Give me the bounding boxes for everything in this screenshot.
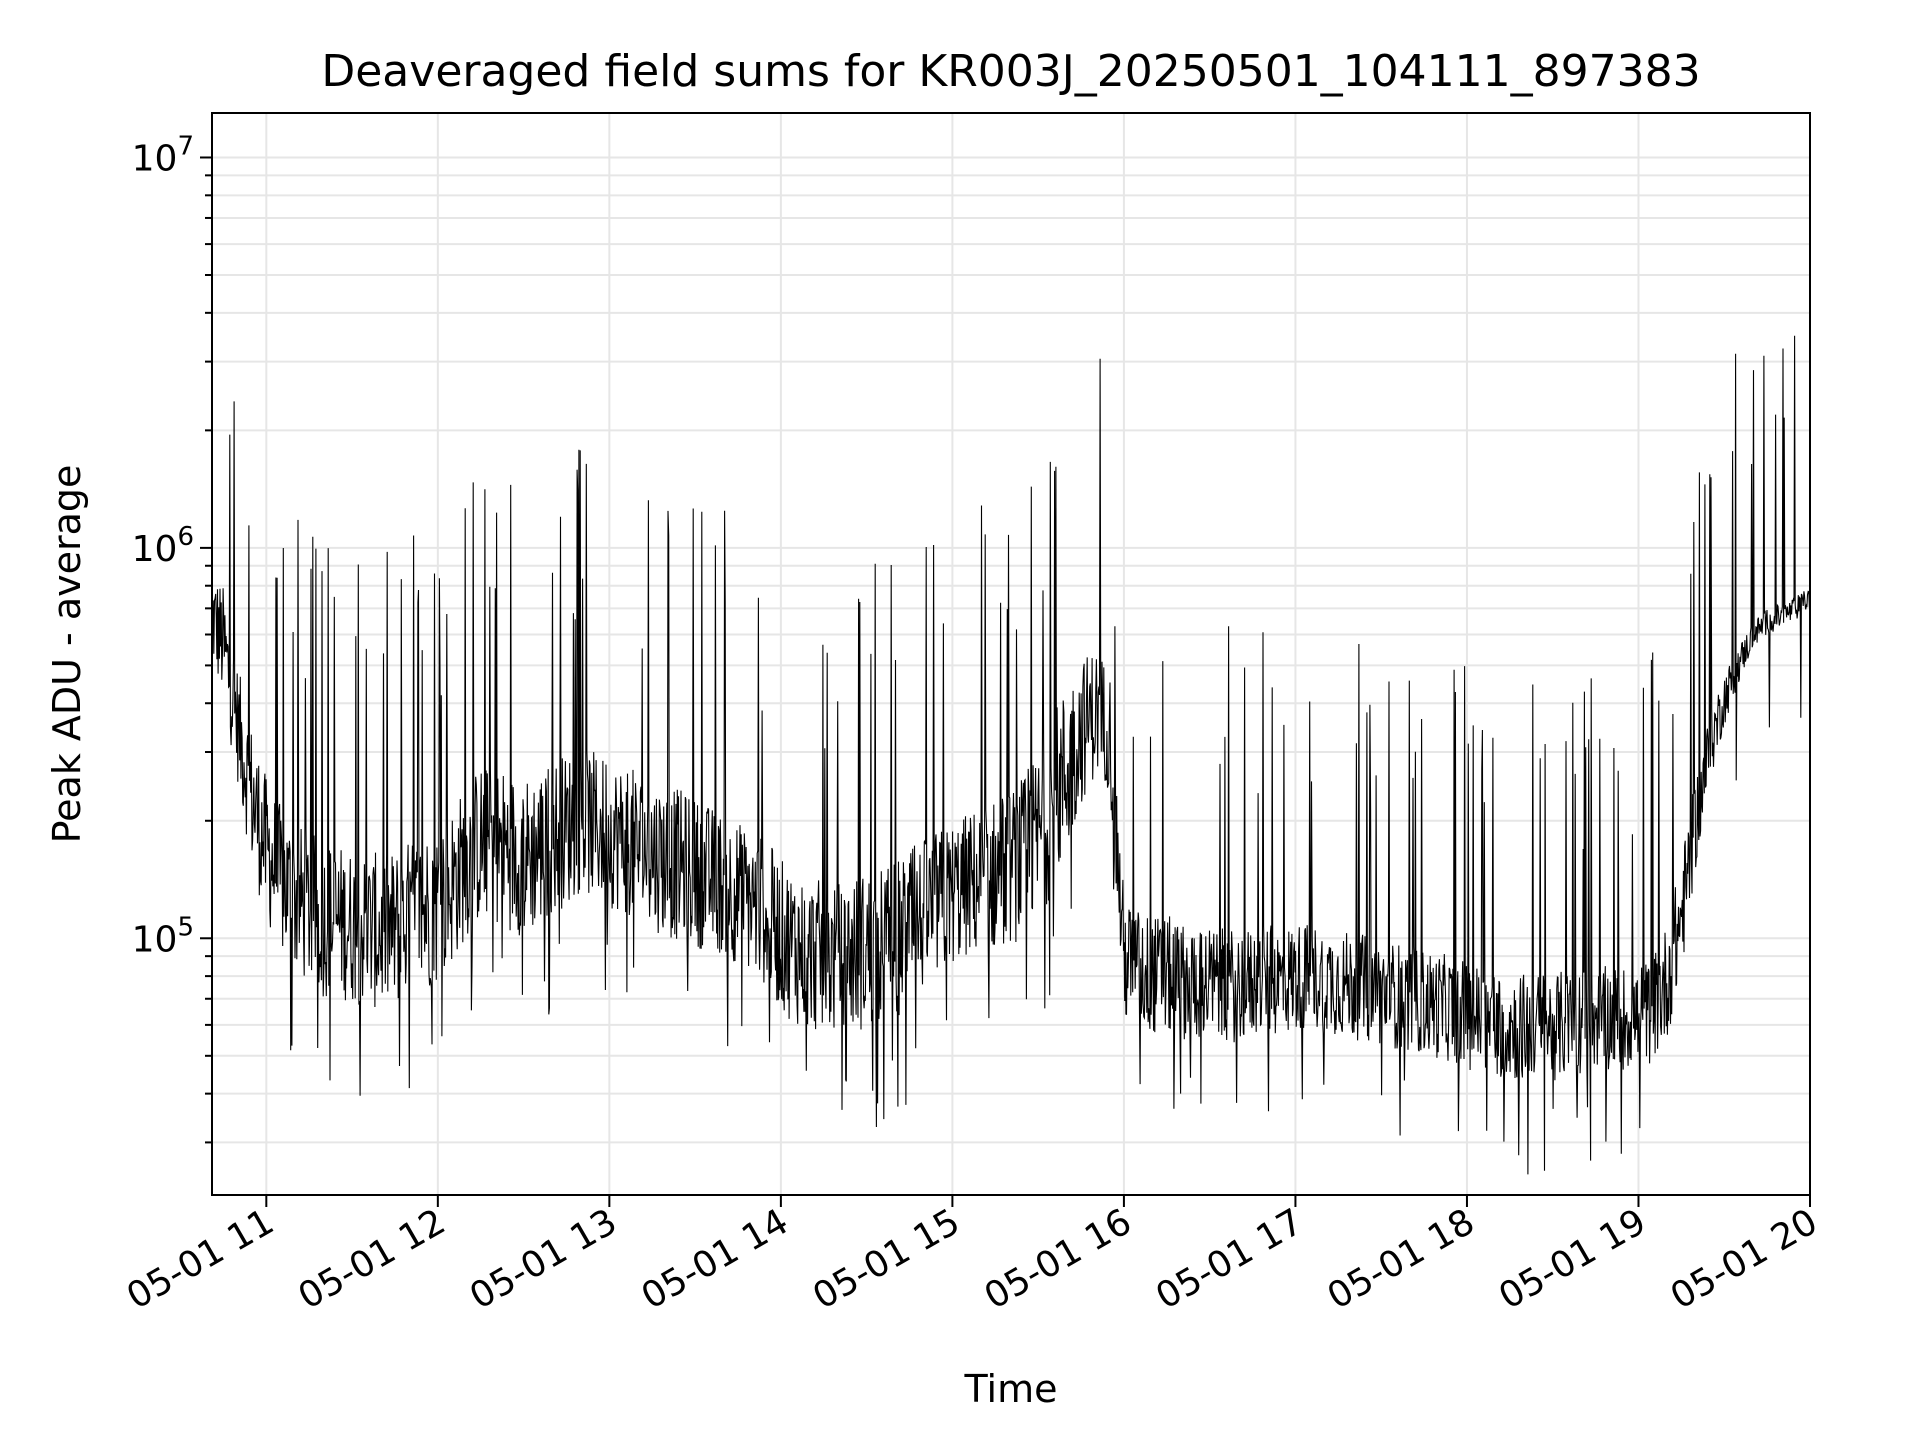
y-axis-label: Peak ADU - average <box>45 465 89 844</box>
y-tick-label: 107 <box>132 131 194 179</box>
plot-frame <box>211 112 1811 1196</box>
data-series <box>211 335 1811 1175</box>
series-line <box>211 335 1811 1175</box>
y-tick-label: 106 <box>132 522 194 570</box>
y-tick-label: 105 <box>132 912 194 960</box>
chart-title: Deaveraged field sums for KR003J_2025050… <box>321 46 1700 97</box>
x-axis-label: Time <box>964 1367 1058 1411</box>
